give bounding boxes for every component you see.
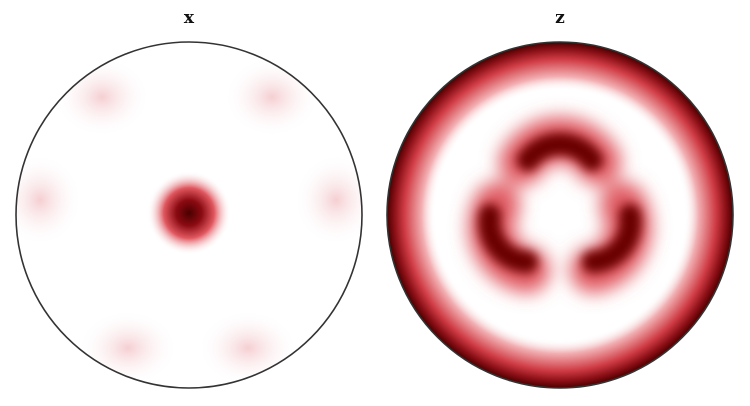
disc-z-outline <box>386 41 734 389</box>
faint-blob <box>54 57 150 137</box>
outer-ring <box>387 42 733 388</box>
disc-x-outline <box>15 41 363 389</box>
disc-z <box>387 42 733 388</box>
panel-title-x: x <box>183 8 195 28</box>
faint-blob <box>198 310 298 386</box>
faint-blob <box>294 154 362 246</box>
faint-blob <box>224 57 320 137</box>
disc-x <box>16 42 362 388</box>
faint-blob <box>16 154 82 246</box>
center-peak <box>147 171 231 255</box>
faint-blob <box>78 310 178 386</box>
lobe-core <box>478 133 642 273</box>
panel-title-z: z <box>555 8 565 28</box>
